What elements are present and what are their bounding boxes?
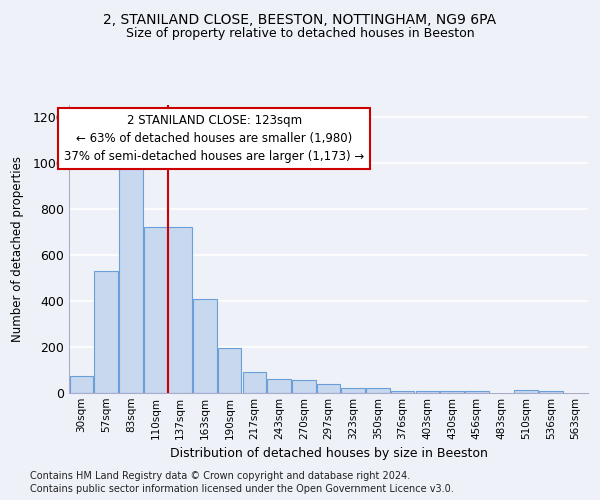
Text: 2, STANILAND CLOSE, BEESTON, NOTTINGHAM, NG9 6PA: 2, STANILAND CLOSE, BEESTON, NOTTINGHAM,…: [103, 12, 497, 26]
Bar: [292, 380, 316, 392]
Y-axis label: Number of detached properties: Number of detached properties: [11, 156, 24, 342]
Text: Size of property relative to detached houses in Beeston: Size of property relative to detached ho…: [125, 28, 475, 40]
Bar: [514, 390, 538, 392]
Bar: [242, 372, 266, 392]
Bar: [70, 376, 93, 392]
Bar: [193, 300, 217, 392]
Bar: [268, 378, 291, 392]
Bar: [144, 227, 167, 392]
Text: Contains HM Land Registry data © Crown copyright and database right 2024.: Contains HM Land Registry data © Crown c…: [30, 471, 410, 481]
X-axis label: Distribution of detached houses by size in Beeston: Distribution of detached houses by size …: [170, 447, 487, 460]
Bar: [218, 348, 241, 393]
Bar: [169, 227, 192, 392]
Bar: [341, 388, 365, 392]
Bar: [94, 270, 118, 392]
Text: Contains public sector information licensed under the Open Government Licence v3: Contains public sector information licen…: [30, 484, 454, 494]
Text: 2 STANILAND CLOSE: 123sqm
← 63% of detached houses are smaller (1,980)
37% of se: 2 STANILAND CLOSE: 123sqm ← 63% of detac…: [64, 114, 364, 162]
Bar: [119, 162, 143, 392]
Bar: [317, 384, 340, 392]
Bar: [366, 388, 389, 392]
